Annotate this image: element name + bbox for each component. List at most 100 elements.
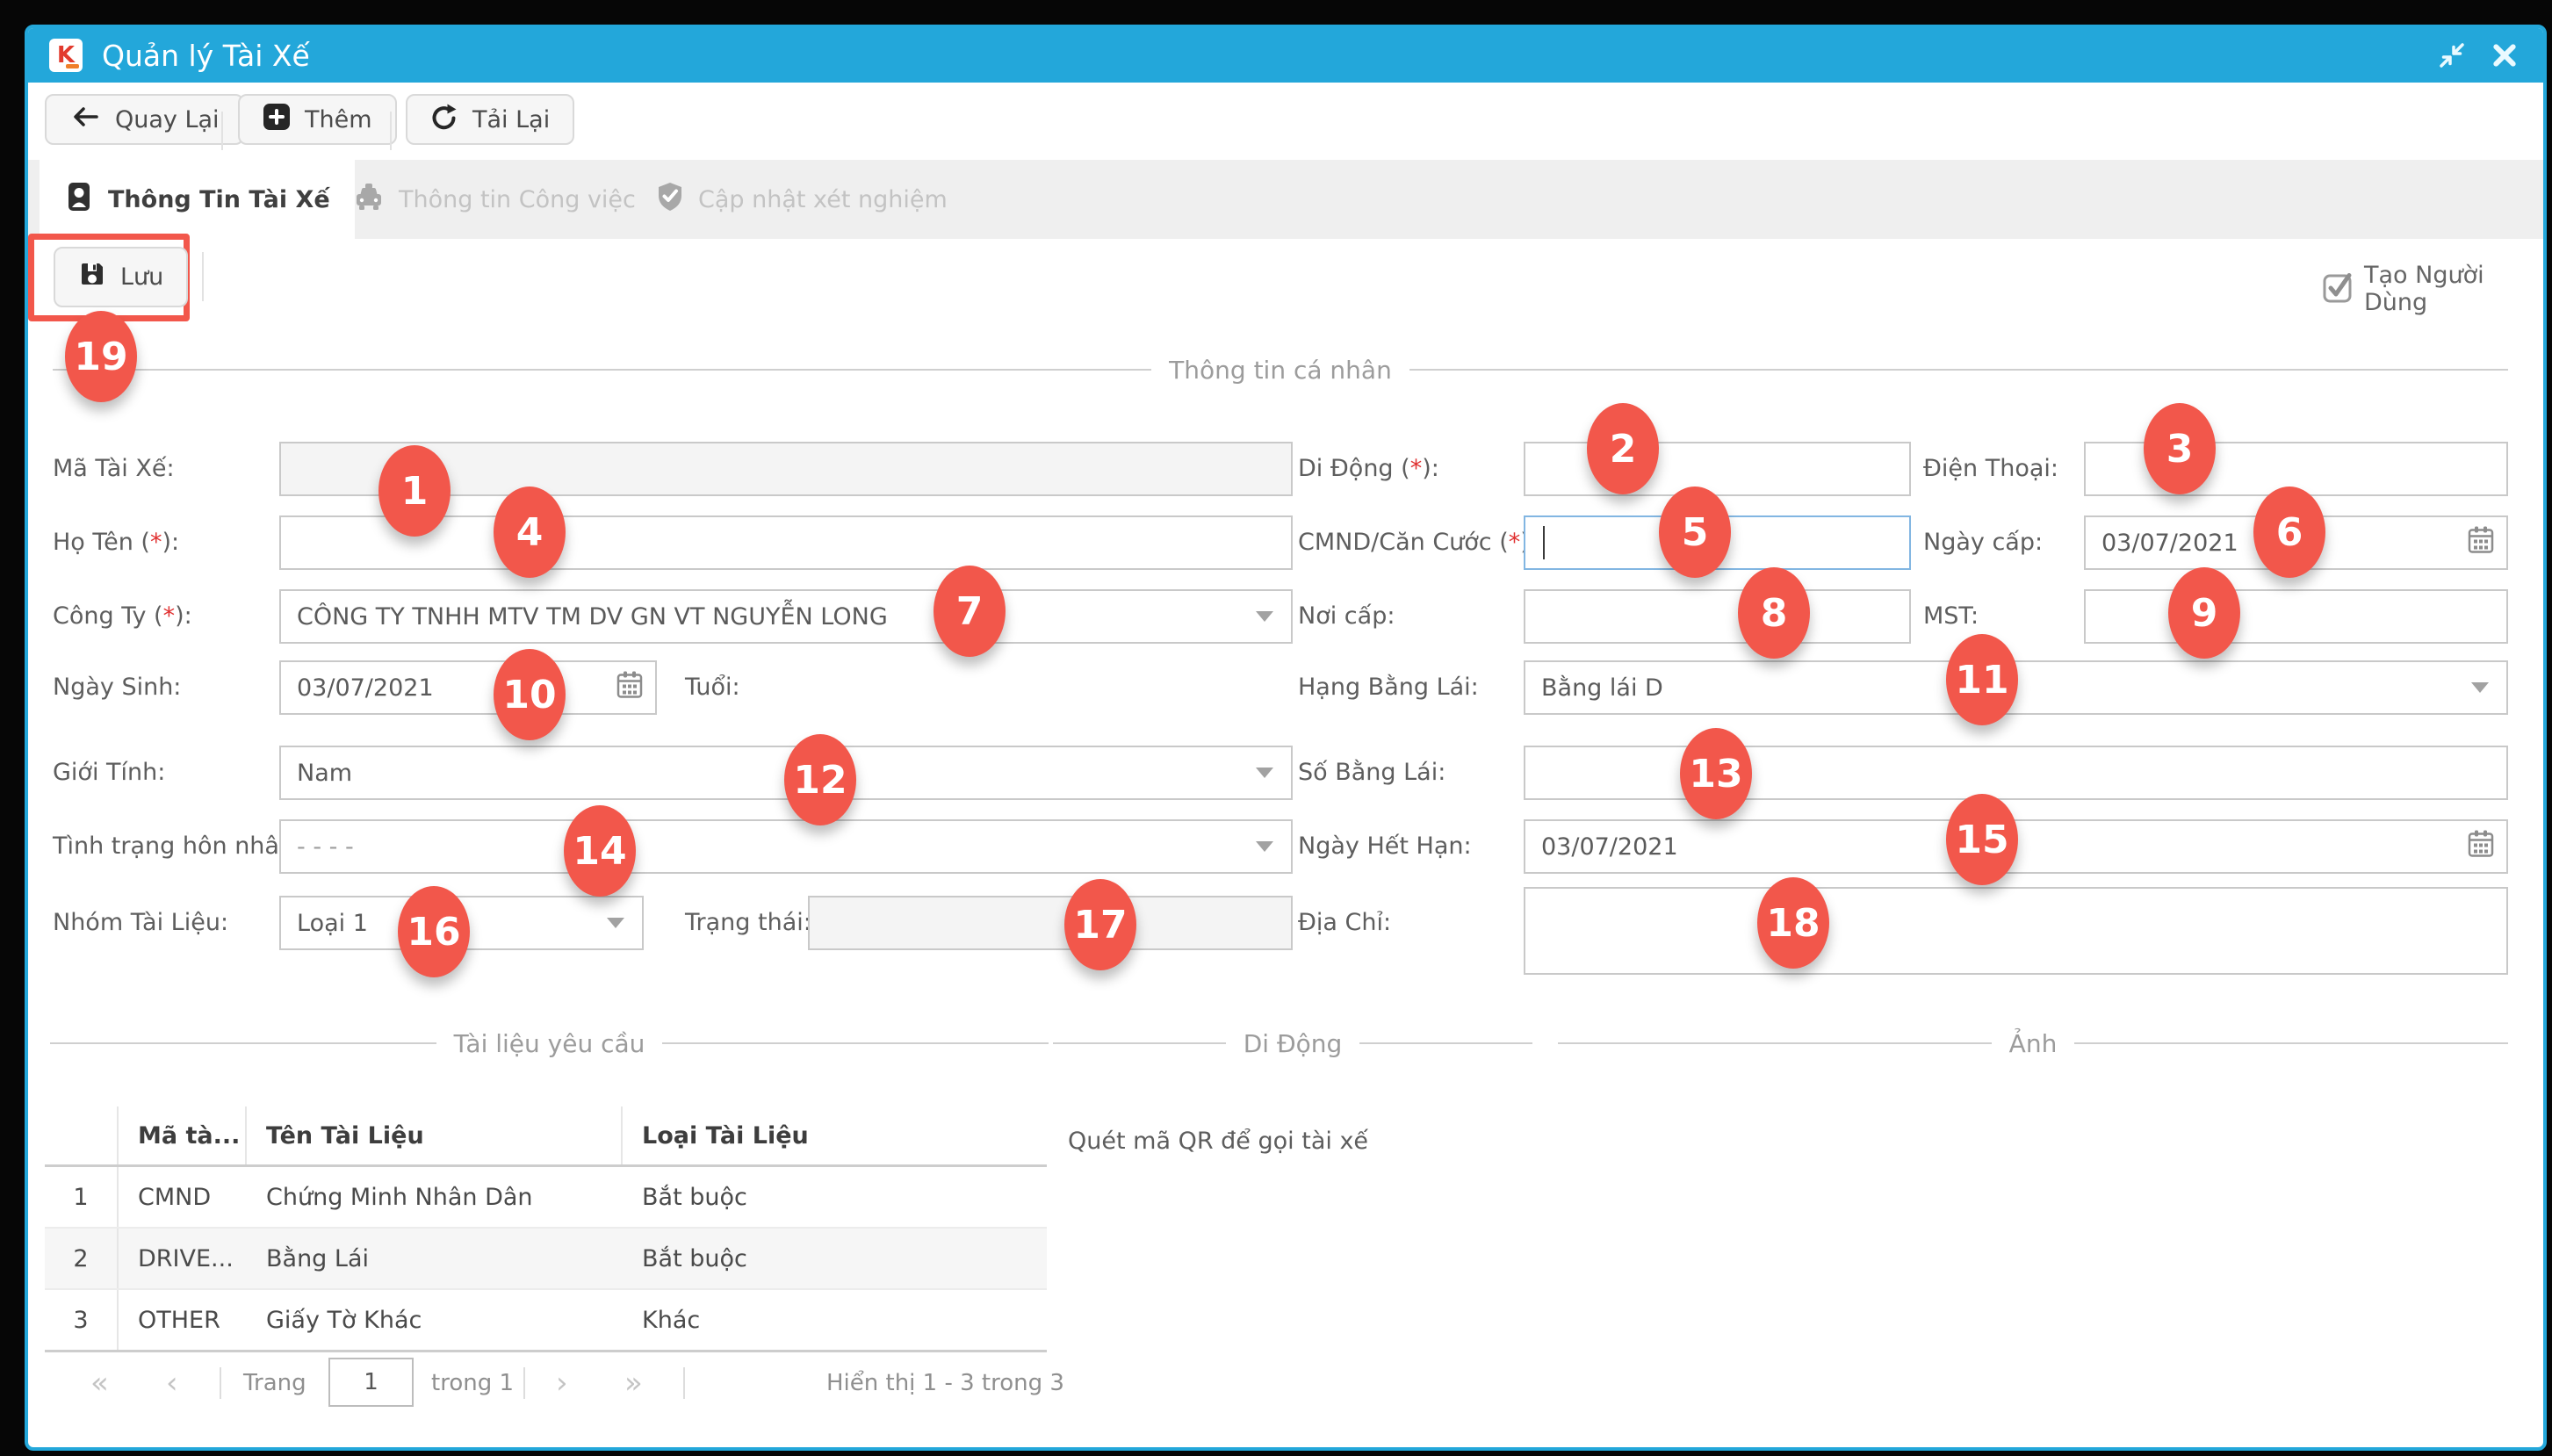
pagination-separator	[220, 1367, 221, 1399]
table-row[interactable]: 2 DRIVE... Bằng Lái Bắt buộc	[45, 1229, 1047, 1290]
refresh-icon	[430, 103, 458, 137]
label-di-dong: Di Động (*):	[1298, 455, 1439, 482]
table-row[interactable]: 1 CMND Chứng Minh Nhân Dân Bắt buộc	[45, 1167, 1047, 1229]
annotation-11: 11	[1946, 634, 2018, 725]
section-photo-legend: Ảnh	[1558, 1026, 2508, 1061]
tab-driver-info[interactable]: Thông Tin Tài Xế	[40, 160, 355, 239]
plus-icon	[263, 103, 291, 137]
table-header-row: Mã tà... Tên Tài Liệu Loại Tài Liệu	[45, 1106, 1047, 1167]
toolbar-separator	[202, 252, 204, 301]
label-ngay-het-han: Ngày Hết Hạn:	[1298, 833, 1472, 860]
chevron-down-icon	[1256, 841, 1273, 852]
section-documents-legend: Tài liệu yêu cầu	[50, 1026, 1049, 1061]
col-header-name[interactable]: Tên Tài Liệu	[247, 1106, 623, 1164]
pagination-next-button[interactable]: ›	[556, 1366, 568, 1401]
label-cong-ty: Công Ty (*):	[53, 602, 192, 630]
close-icon[interactable]	[2492, 43, 2517, 68]
chevron-down-icon	[2471, 682, 2489, 693]
select-tinh-trang-hon-nhan[interactable]: - - - -	[279, 819, 1293, 874]
calendar-icon[interactable]	[616, 671, 643, 705]
input-noi-cap[interactable]	[1524, 589, 1911, 644]
toolbar-separator	[221, 112, 223, 150]
qr-hint-text: Quét mã QR để gọi tài xế	[1068, 1128, 1369, 1155]
reload-button[interactable]: Tải Lại	[406, 94, 575, 145]
chevron-down-icon	[1256, 611, 1273, 622]
shield-check-icon	[656, 182, 684, 218]
label-noi-cap: Nơi cấp:	[1298, 602, 1395, 630]
annotation-15: 15	[1946, 794, 2018, 885]
taxi-icon	[353, 183, 385, 217]
pagination-of-label: trong 1	[431, 1370, 515, 1396]
label-tuoi: Tuổi:	[685, 674, 740, 701]
toolbar: Quay Lại Thêm Tải Lại	[28, 83, 2543, 160]
label-ho-ten: Họ Tên (*):	[53, 529, 180, 556]
annotation-16: 16	[398, 886, 470, 977]
compress-window-icon[interactable]	[2438, 41, 2466, 69]
pagination-last-button[interactable]: »	[624, 1366, 643, 1401]
pagination-summary: Hiển thị 1 - 3 trong 3	[826, 1370, 1064, 1396]
section-personal-legend: Thông tin cá nhân	[53, 352, 2508, 387]
annotation-3: 3	[2144, 403, 2216, 494]
tab-job-info[interactable]: Thông tin Công việc	[328, 160, 660, 239]
annotation-12: 12	[784, 734, 856, 825]
calendar-icon[interactable]	[2468, 830, 2494, 864]
col-header-type[interactable]: Loại Tài Liệu	[642, 1121, 809, 1150]
create-user-label: Tạo Người Dùng	[2364, 262, 2484, 316]
back-button[interactable]: Quay Lại	[45, 94, 244, 145]
annotation-4: 4	[494, 487, 566, 578]
text-cursor	[1543, 526, 1545, 559]
add-button[interactable]: Thêm	[238, 94, 397, 145]
col-header-code[interactable]: Mã tà...	[119, 1106, 247, 1164]
annotation-8: 8	[1738, 567, 1810, 659]
tab-test-update[interactable]: Cập nhật xét nghiệm	[631, 160, 972, 239]
table-row[interactable]: 3 OTHER Giấy Tờ Khác Khác	[45, 1290, 1047, 1352]
save-floppy-icon	[78, 260, 106, 294]
pagination-page-label: Trang	[243, 1370, 306, 1396]
input-trang-thai[interactable]	[808, 896, 1293, 950]
input-ma-tai-xe[interactable]	[279, 442, 1293, 496]
label-ma-tai-xe: Mã Tài Xế:	[53, 455, 175, 482]
checkbox-checked-icon	[2322, 271, 2354, 306]
annotation-6: 6	[2253, 487, 2325, 578]
input-ho-ten[interactable]	[279, 515, 1293, 570]
label-dia-chi: Địa Chỉ:	[1298, 909, 1392, 936]
input-so-bang-lai[interactable]	[1524, 746, 2508, 800]
app-logo-icon: K	[49, 39, 83, 72]
label-hang-bang-lai: Hạng Bằng Lái:	[1298, 674, 1479, 701]
arrow-left-icon	[69, 104, 101, 136]
calendar-icon[interactable]	[2468, 526, 2494, 560]
label-ngay-cap: Ngày cấp:	[1923, 529, 2044, 556]
annotation-10: 10	[494, 649, 566, 740]
select-cong-ty[interactable]: CÔNG TY TNHH MTV TM DV GN VT NGUYỄN LONG	[279, 589, 1293, 644]
save-button[interactable]: Lưu	[54, 247, 189, 307]
label-gioi-tinh: Giới Tính:	[53, 759, 166, 786]
col-header-index[interactable]	[45, 1106, 119, 1164]
pagination-bar: « ‹ Trang trong 1 › » Hiển thị 1 - 3 tro…	[45, 1355, 1064, 1411]
label-mst: MST:	[1923, 602, 1979, 630]
section-mobile-legend: Di Động	[1053, 1026, 1532, 1061]
input-di-dong[interactable]	[1524, 442, 1911, 496]
date-ngay-sinh[interactable]: 03/07/2021	[279, 660, 657, 715]
create-user-checkbox[interactable]: Tạo Người Dùng	[2322, 262, 2543, 316]
annotation-14: 14	[564, 805, 636, 897]
input-mst[interactable]	[2084, 589, 2508, 644]
label-cmnd: CMND/Căn Cước (*):	[1298, 529, 1538, 556]
id-badge-icon	[64, 181, 94, 219]
label-so-bang-lai: Số Bằng Lái:	[1298, 759, 1446, 786]
pagination-separator	[523, 1367, 525, 1399]
titlebar: K Quản lý Tài Xế	[28, 28, 2543, 83]
annotation-7: 7	[934, 566, 1006, 657]
label-ngay-sinh: Ngày Sinh:	[53, 674, 182, 701]
annotation-1: 1	[378, 445, 451, 537]
label-nhom-tai-lieu: Nhóm Tài Liệu:	[53, 909, 229, 936]
window-title: Quản lý Tài Xế	[102, 38, 310, 73]
pagination-page-input[interactable]	[328, 1358, 414, 1407]
toolbar-separator	[390, 112, 392, 150]
textarea-dia-chi[interactable]	[1524, 887, 2508, 975]
pagination-prev-button[interactable]: ‹	[166, 1366, 178, 1401]
tabbar: Thông Tin Tài Xế Thông tin Công việc Cập…	[28, 160, 2543, 239]
pagination-first-button[interactable]: «	[90, 1366, 109, 1401]
label-dien-thoai: Điện Thoại:	[1923, 455, 2058, 482]
annotation-13: 13	[1680, 728, 1752, 819]
